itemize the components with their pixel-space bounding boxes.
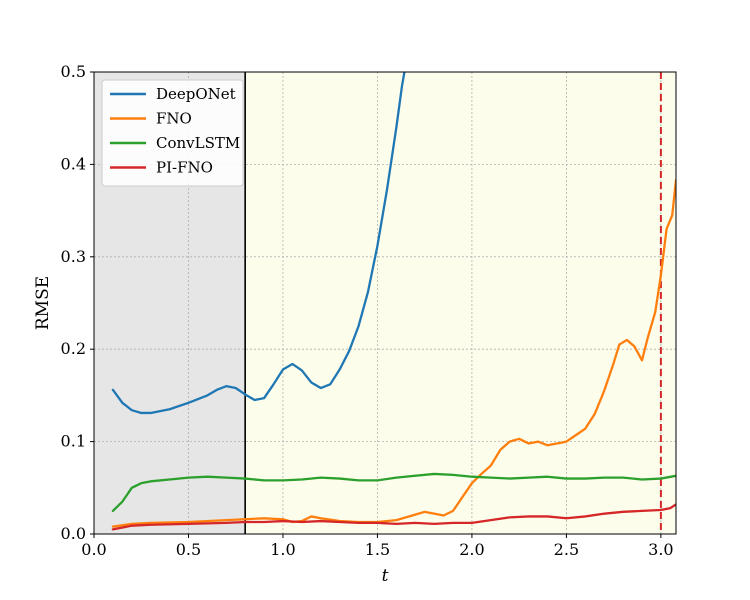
plot-frame <box>93 71 677 535</box>
y-tick-label-3: 0.3 <box>61 247 86 266</box>
x-axis-ticks: 0.0 0.5 1.0 1.5 2.0 2.5 3.0 <box>81 534 674 559</box>
y-tick-label-4: 0.4 <box>61 154 86 173</box>
series-line-convlstm <box>111 472 676 513</box>
legend-label-1: FNO <box>156 110 192 128</box>
y-axis-ticks: 0.0 0.1 0.2 0.3 0.4 0.5 <box>61 62 94 543</box>
x-axis-label: t <box>382 566 389 586</box>
y-tick-label-1: 0.1 <box>61 432 86 451</box>
legend-box <box>101 79 244 187</box>
x-tick-label-6: 3.0 <box>648 540 673 559</box>
legend-label-0: DeepONet <box>156 85 236 103</box>
x-tick-label-3: 1.5 <box>365 540 390 559</box>
shaded-region-1 <box>245 72 677 534</box>
y-tick-label-0: 0.0 <box>61 524 86 543</box>
x-tick-label-2: 1.0 <box>270 540 295 559</box>
x-tick-label-0: 0.0 <box>81 540 106 559</box>
y-tick-label-5: 0.5 <box>61 62 86 81</box>
series-line-deeponet <box>111 72 406 415</box>
x-tick-label-5: 2.5 <box>554 540 579 559</box>
legend-label-3: PI-FNO <box>156 159 213 177</box>
y-tick-label-2: 0.2 <box>61 339 86 358</box>
x-tick-label-4: 2.0 <box>459 540 484 559</box>
y-axis-label: RMSE <box>33 276 53 330</box>
series-lines <box>111 72 676 531</box>
legend: DeepONet FNO ConvLSTM PI-FNO <box>101 79 244 187</box>
reference-lines <box>244 72 662 534</box>
series-line-pi-fno <box>111 503 676 531</box>
x-tick-label-1: 0.5 <box>176 540 201 559</box>
legend-label-2: ConvLSTM <box>156 134 240 152</box>
